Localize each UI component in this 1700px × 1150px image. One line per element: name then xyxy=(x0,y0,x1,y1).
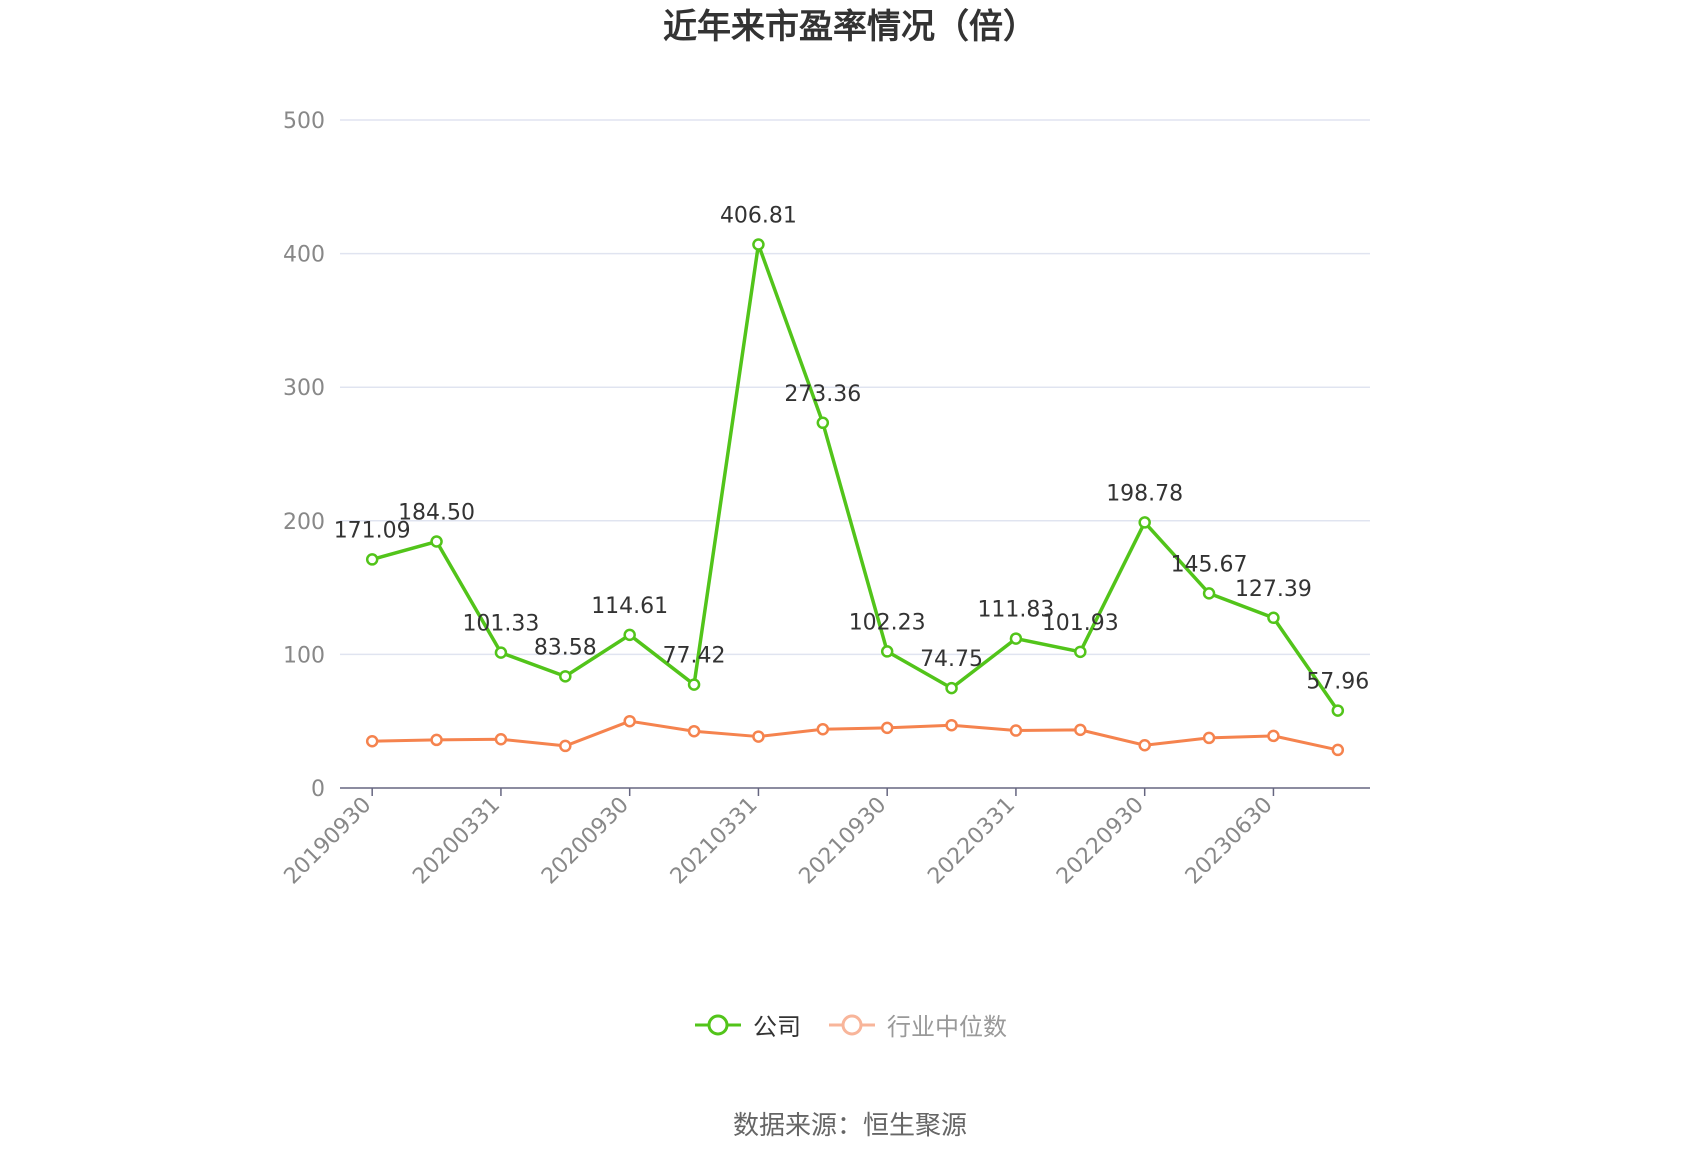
legend-company-line-icon xyxy=(695,1014,741,1035)
data-point-company xyxy=(623,628,636,642)
x-tick-label: 20200930 xyxy=(537,793,634,890)
data-label: 101.33 xyxy=(462,612,539,637)
data-point-company xyxy=(1202,587,1216,600)
data-point-company xyxy=(752,238,765,251)
legend-company-label: 公司 xyxy=(753,1013,801,1041)
grid-layer xyxy=(340,119,1370,656)
data-label: 74.75 xyxy=(920,647,983,672)
data-label: 127.39 xyxy=(1235,577,1312,602)
x-tick-label: 20230630 xyxy=(1181,793,1278,890)
x-tick-label: 20200331 xyxy=(408,793,505,890)
data-label: 114.61 xyxy=(591,594,668,619)
data-label: 145.67 xyxy=(1171,552,1248,577)
y-tick-label: 0 xyxy=(311,777,325,802)
data-point-industry xyxy=(559,739,572,753)
data-point-industry xyxy=(623,714,636,728)
series-line-company xyxy=(371,242,1340,712)
data-point-company xyxy=(880,645,894,658)
y-tick-label: 300 xyxy=(283,376,325,401)
data-point-company xyxy=(430,535,443,548)
data-point-industry xyxy=(816,722,830,736)
data-label: 102.23 xyxy=(849,610,926,635)
data-point-company xyxy=(687,678,701,691)
legend-item-industry[interactable]: 行业中位数 xyxy=(827,1007,1007,1042)
y-tick-label: 100 xyxy=(283,643,325,668)
data-point-industry xyxy=(687,724,701,738)
legend: 公司 行业中位数 xyxy=(0,1007,1700,1042)
data-label: 57.96 xyxy=(1306,670,1369,695)
data-point-industry xyxy=(752,730,765,743)
y-tick-label: 400 xyxy=(283,243,325,268)
data-label: 171.09 xyxy=(334,518,411,543)
data-label: 406.81 xyxy=(720,204,797,229)
data-point-industry xyxy=(1267,729,1280,743)
x-tick-label: 20220930 xyxy=(1052,793,1149,890)
data-point-company xyxy=(494,646,508,659)
source-text: 数据来源：恒生聚源 xyxy=(732,1111,967,1141)
data-point-industry xyxy=(945,718,958,732)
data-label: 101.93 xyxy=(1042,611,1119,636)
data-label: 198.78 xyxy=(1106,481,1183,506)
data-point-company xyxy=(1331,704,1345,717)
data-point-company xyxy=(1138,516,1151,529)
x-tick-label: 20210930 xyxy=(795,793,892,890)
chart-plot: 0 100 200 300 400 500 20190930 20200331 20200930… xyxy=(280,109,1370,889)
data-point-industry xyxy=(430,733,443,747)
legend-industry-line-icon xyxy=(829,1014,875,1035)
data-point-company xyxy=(365,553,379,566)
data-label: 77.42 xyxy=(663,644,726,669)
data-point-company xyxy=(816,416,830,430)
series-line-industry xyxy=(372,719,1339,752)
data-point-industry xyxy=(1138,738,1151,752)
x-tick-label: 20190930 xyxy=(280,793,377,890)
x-tick-label: 20220331 xyxy=(923,793,1020,890)
series-layer xyxy=(365,238,1345,757)
data-point-company xyxy=(945,681,958,695)
legend-industry-label: 行业中位数 xyxy=(887,1013,1007,1041)
axis-layer: 0 100 200 300 400 500 20190930 20200331 20200930… xyxy=(280,109,1370,889)
y-tick-label: 500 xyxy=(283,109,325,134)
data-point-company xyxy=(1009,632,1023,645)
data-point-industry xyxy=(1202,731,1216,745)
x-tick-label: 20210331 xyxy=(666,793,763,890)
data-point-industry xyxy=(365,734,379,748)
data-point-industry xyxy=(1009,724,1023,737)
data-point-company xyxy=(559,670,572,683)
y-tick-label: 200 xyxy=(283,510,325,535)
data-label: 273.36 xyxy=(784,382,861,407)
data-point-industry xyxy=(494,732,508,746)
data-label: 83.58 xyxy=(534,635,597,660)
data-label: 184.50 xyxy=(398,501,475,526)
data-point-company xyxy=(1074,645,1087,659)
chart-title: 近年来市盈率情况（倍） xyxy=(663,7,1037,47)
data-point-company xyxy=(1267,611,1280,625)
data-point-industry xyxy=(880,721,894,735)
data-label: 111.83 xyxy=(977,598,1054,623)
data-point-industry xyxy=(1074,723,1087,737)
legend-item-company[interactable]: 公司 xyxy=(693,1007,801,1042)
data-point-industry xyxy=(1331,743,1345,757)
